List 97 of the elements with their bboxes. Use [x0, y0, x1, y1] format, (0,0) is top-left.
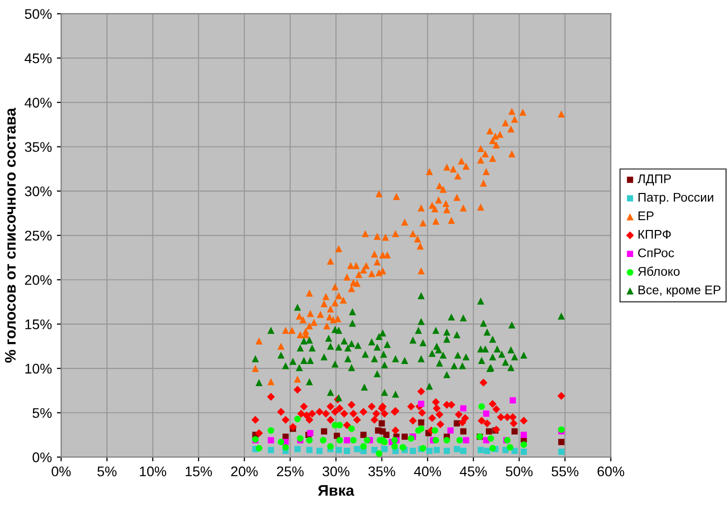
- point: [327, 443, 334, 450]
- point: [460, 448, 466, 454]
- y-tick-label: 0%: [32, 452, 52, 462]
- point: [336, 436, 343, 444]
- y-tick-label: 40%: [24, 98, 52, 108]
- x-tick-label: 5%: [97, 466, 116, 476]
- point: [434, 446, 440, 454]
- x-tick-label: 60%: [598, 466, 624, 476]
- x-tick-label: 55%: [552, 466, 578, 476]
- point: [444, 448, 450, 454]
- point: [460, 405, 466, 412]
- point: [380, 428, 386, 434]
- x-axis-title: Явка: [318, 485, 354, 496]
- point: [378, 420, 385, 426]
- point: [268, 446, 274, 454]
- y-tick-label: 30%: [24, 186, 52, 196]
- point: [336, 422, 343, 428]
- point: [391, 443, 398, 450]
- point: [381, 446, 388, 452]
- y-tick-label: 35%: [24, 142, 52, 152]
- point: [360, 443, 367, 450]
- point: [426, 448, 433, 454]
- legend-label: Патр. России: [638, 192, 714, 204]
- legend-label: Яблоко: [638, 266, 680, 276]
- point: [336, 446, 342, 454]
- point: [294, 446, 301, 452]
- legend-label: Все, кроме ЕР: [638, 286, 720, 297]
- point: [418, 419, 424, 426]
- x-tick-label: 15%: [186, 466, 212, 476]
- point: [344, 448, 350, 454]
- legend-label: КПРФ: [638, 230, 671, 239]
- y-tick-label: 45%: [24, 53, 52, 64]
- x-tick-label: 25%: [276, 466, 304, 476]
- point: [512, 428, 518, 434]
- y-tick-label: 10%: [25, 364, 52, 374]
- point: [350, 436, 357, 444]
- point: [415, 427, 422, 434]
- x-tick-label: 30%: [322, 466, 350, 476]
- point: [364, 436, 370, 444]
- point: [268, 437, 274, 444]
- y-tick-label: 25%: [25, 230, 52, 241]
- point: [320, 436, 326, 444]
- point: [418, 400, 424, 407]
- point: [506, 444, 514, 451]
- point: [488, 435, 494, 442]
- point: [320, 428, 328, 434]
- y-axis-title: % голосов от списочного состава: [4, 108, 16, 363]
- x-tick-label: 50%: [506, 466, 533, 476]
- point: [484, 448, 490, 454]
- point: [520, 432, 527, 438]
- point: [558, 438, 564, 446]
- point: [462, 437, 470, 444]
- point: [456, 436, 463, 444]
- point: [360, 432, 367, 438]
- y-tick-label: 50%: [24, 9, 52, 19]
- point: [486, 428, 492, 434]
- x-tick-label: 0%: [52, 466, 71, 476]
- legend-label: СпРос: [638, 248, 674, 258]
- legend-label: ЕР: [638, 212, 654, 220]
- x-tick-label: 40%: [414, 466, 441, 476]
- point: [268, 427, 274, 434]
- point: [483, 410, 490, 417]
- point: [478, 446, 484, 454]
- point: [460, 428, 466, 434]
- point: [558, 448, 564, 455]
- point: [256, 444, 262, 452]
- y-tick-label: 20%: [25, 275, 52, 285]
- legend-label: ЛДПР: [638, 174, 671, 186]
- point: [400, 444, 406, 451]
- x-tick-label: 10%: [140, 466, 166, 476]
- point: [316, 448, 323, 454]
- point: [402, 434, 408, 440]
- x-tick-label: 35%: [368, 466, 396, 476]
- point: [444, 436, 450, 444]
- point: [410, 448, 416, 454]
- point: [489, 444, 496, 452]
- y-tick-label: 5%: [32, 408, 52, 418]
- point: [278, 438, 284, 446]
- y-tick-label: 15%: [25, 319, 52, 330]
- point: [376, 450, 382, 457]
- point: [348, 425, 355, 432]
- point: [432, 427, 438, 434]
- point: [432, 436, 440, 444]
- x-tick-label: 20%: [231, 466, 258, 476]
- point: [354, 446, 360, 452]
- point: [282, 444, 289, 451]
- point: [520, 448, 527, 455]
- point: [306, 436, 313, 444]
- point: [520, 441, 528, 448]
- point: [510, 397, 516, 404]
- point: [447, 427, 454, 434]
- point: [294, 416, 301, 422]
- x-tick-label: 45%: [460, 466, 487, 476]
- point: [454, 446, 460, 452]
- point: [344, 437, 350, 444]
- point: [306, 446, 313, 454]
- point: [478, 403, 485, 410]
